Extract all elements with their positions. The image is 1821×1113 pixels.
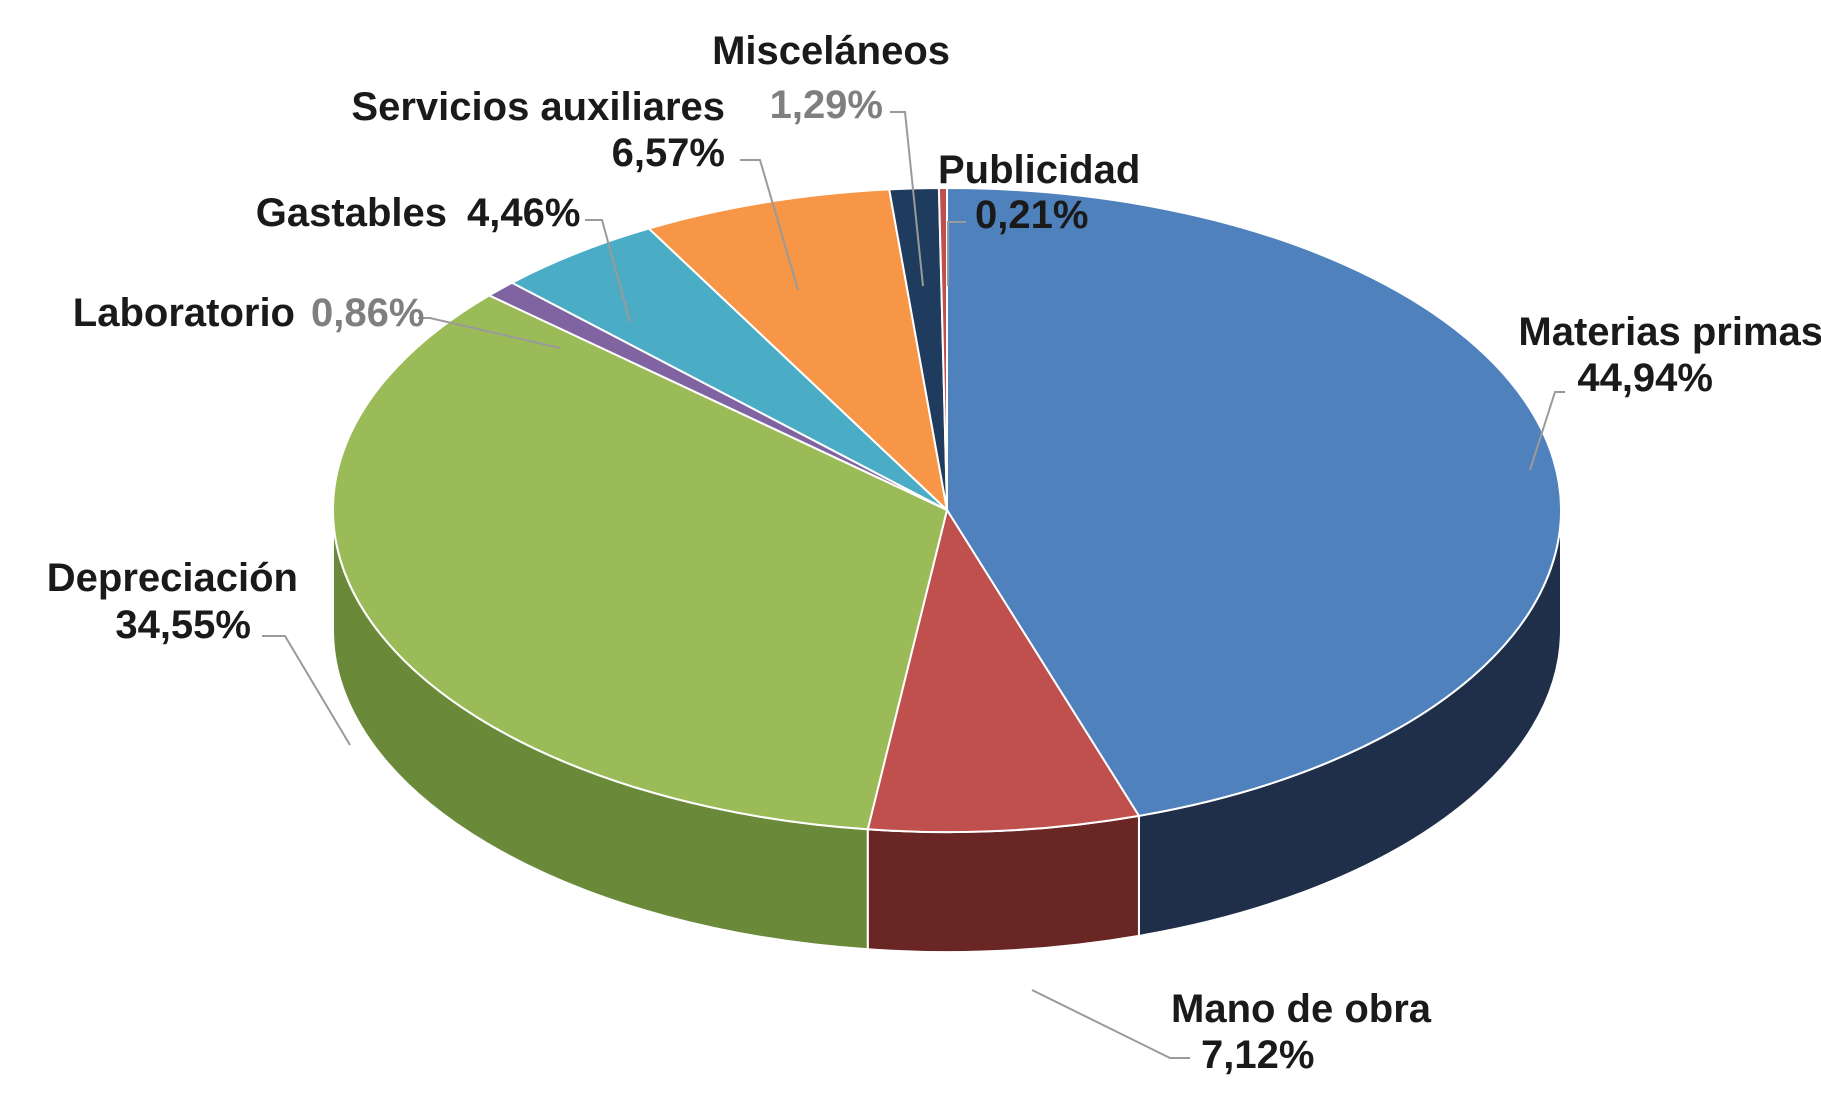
slice-label-publicidad: Publicidad: [938, 148, 1140, 192]
slice-value-servicios-auxiliares: 6,57%: [612, 131, 725, 175]
slice-value-materias-primas: 44,94%: [1577, 356, 1713, 400]
slice-label-depreciacion: Depreciación: [47, 556, 298, 600]
pie-slice-servicios-auxiliares: [646, 188, 949, 513]
pie-slice-publicidad: [937, 186, 948, 511]
slice-label-laboratorio: Laboratorio: [73, 291, 295, 335]
slice-label-servicios-auxiliares: Servicios auxiliares: [351, 85, 725, 129]
pie-slice-depreciacion: [332, 294, 949, 831]
leader-line-materias-primas: [1529, 391, 1565, 471]
leader-line-laboratorio: [418, 317, 561, 349]
slice-value-depreciacion: 34,55%: [115, 603, 251, 647]
leader-line-publicidad: [947, 221, 966, 286]
slice-label-mano-de-obra: Mano de obra: [1171, 987, 1432, 1031]
slice-value-mano-de-obra: 7,12%: [1201, 1033, 1314, 1077]
leader-lines: [262, 111, 1565, 1059]
leader-line-miscelaneos: [890, 111, 924, 287]
slice-label-gastables: Gastables: [256, 191, 447, 235]
slice-value-miscelaneos: 1,29%: [770, 83, 883, 127]
slice-value-laboratorio: 0,86%: [311, 291, 424, 335]
pie-slice-mano-de-obra: [866, 507, 1141, 834]
slice-value-publicidad: 0,21%: [975, 193, 1088, 237]
leader-line-gastables: [585, 219, 631, 323]
slice-value-gastables: 4,46%: [467, 191, 580, 235]
slice-label-materias-primas: Materias primas: [1518, 310, 1821, 354]
pie-slice-gastables: [509, 227, 948, 511]
slice-side-mano-de-obra: [866, 814, 1140, 954]
leader-line-servicios-auxiliares: [740, 159, 799, 291]
slice-label-miscelaneos: Misceláneos: [712, 29, 950, 73]
pie-slice-materias-primas: [946, 186, 1562, 817]
pie-slices: [332, 186, 1562, 834]
leader-line-mano-de-obra: [1031, 989, 1190, 1059]
leader-line-depreciacion: [262, 635, 351, 746]
